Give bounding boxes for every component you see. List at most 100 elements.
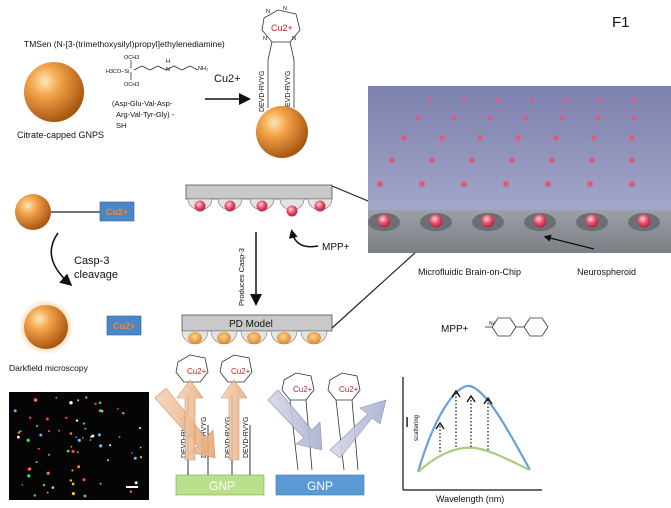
cleavage-arrow xyxy=(50,232,73,286)
chip-top-dot xyxy=(419,181,425,187)
peptide-line-2: Arg-Val-Tyr-Gly) - xyxy=(116,110,175,119)
darkfield-particle xyxy=(71,469,74,472)
darkfield-particle xyxy=(55,396,58,399)
chip-spheroid xyxy=(637,214,651,228)
darkfield-particle xyxy=(48,453,50,456)
darkfield-particle xyxy=(36,425,38,427)
cu-ion-top: Cu2+ xyxy=(271,23,293,33)
darkfield-particle xyxy=(75,436,77,439)
chip-top-dot xyxy=(523,115,529,121)
casp-label-1: Casp-3 xyxy=(74,255,109,267)
chip-front-surface xyxy=(368,210,671,253)
chip-spheroid xyxy=(533,214,547,228)
culture-spheroid xyxy=(314,200,326,212)
culture-plate-top xyxy=(185,184,333,200)
pd-spheroid xyxy=(188,332,202,344)
n-label: N xyxy=(263,36,267,42)
darkfield-particle xyxy=(85,396,88,399)
ligand-label-right: DEVD-RVYG xyxy=(285,71,292,113)
darkfield-particle xyxy=(76,451,79,454)
darkfield-particle xyxy=(69,432,73,435)
synthesis-panel: TMSen (N-[3-(trimethoxysilyl)propyl]ethy… xyxy=(17,6,308,158)
darkfield-particle xyxy=(69,479,73,482)
n-label: N xyxy=(283,6,287,12)
pd-spheroid xyxy=(217,332,231,344)
chip-top-dot xyxy=(549,157,555,163)
darkfield-particle xyxy=(81,437,84,439)
chip-top-dot xyxy=(389,157,395,163)
citrate-gnp-label: Citrate-capped GNPS xyxy=(17,130,104,140)
chip-top-dot xyxy=(595,115,601,121)
chip-top-dot xyxy=(631,115,637,121)
darkfield-particle xyxy=(97,433,101,437)
darkfield-particle xyxy=(46,471,50,475)
chip-spheroid xyxy=(377,214,391,228)
chip-top-dot xyxy=(377,181,383,187)
mpp-structure-panel: MPP+ N+ xyxy=(441,317,549,337)
darkfield-label: Darkfield microscopy xyxy=(9,363,89,373)
chip-spheroid xyxy=(481,214,495,228)
darkfield-particle xyxy=(35,461,38,464)
light-beam-5 xyxy=(329,399,387,459)
chip-top-dot xyxy=(461,181,467,187)
darkfield-dots xyxy=(13,396,142,498)
figure-label: F1 xyxy=(612,14,630,31)
chip-top-dot xyxy=(509,157,515,163)
culture-spheroid xyxy=(286,205,298,217)
chip-label: Microfluidic Brain-on-Chip xyxy=(418,267,521,277)
darkfield-particle xyxy=(116,407,119,410)
darkfield-particle xyxy=(65,416,68,419)
darkfield-particle xyxy=(45,417,49,421)
scale-bar xyxy=(126,486,138,488)
darkfield-image xyxy=(9,392,149,500)
pd-spheroid xyxy=(277,332,291,344)
spectrum-curve-blue xyxy=(416,384,531,473)
nh-label: H xyxy=(166,59,170,65)
chip-top-dot xyxy=(631,97,637,103)
pd-spheroid xyxy=(307,332,321,344)
darkfield-particle xyxy=(21,484,24,486)
darkfield-particle xyxy=(51,486,55,489)
cu-box-free-label: Cu2+ xyxy=(113,321,135,331)
chip-panel: Microfluidic Brain-on-Chip Neurospheroid xyxy=(368,86,671,277)
neurospheroid-label: Neurospheroid xyxy=(577,267,636,277)
darkfield-particle xyxy=(27,474,31,478)
chip-top-dot xyxy=(461,97,467,103)
chip-top-dot xyxy=(591,135,597,141)
chip-top-dot xyxy=(553,135,559,141)
cu-ion-bottom-3: Cu2+ xyxy=(293,385,313,394)
chip-top-dot xyxy=(487,115,493,121)
darkfield-particle xyxy=(118,436,121,438)
darkfield-particle xyxy=(77,438,81,442)
darkfield-particle xyxy=(70,445,73,448)
darkfield-particle xyxy=(28,416,32,420)
chip-top-dot xyxy=(629,135,635,141)
darkfield-particle xyxy=(98,409,102,413)
darkfield-particle xyxy=(139,446,142,449)
darkfield-particle xyxy=(33,397,36,400)
ligand-4: DEVD-RVYG xyxy=(243,417,250,459)
methoxy-label-1: OCH3 xyxy=(124,55,139,61)
darkfield-particle xyxy=(129,490,132,493)
cu-ion-bottom-2: Cu2+ xyxy=(231,367,251,376)
chip-top-dot xyxy=(589,157,595,163)
gnp-bar-right-label: GNP xyxy=(307,479,333,493)
darkfield-particle xyxy=(89,439,92,441)
spectrum-ylabel-sub: scattering xyxy=(414,415,420,441)
spectrum-ylabel: I xyxy=(405,414,409,431)
chip-spheroid xyxy=(429,214,443,228)
cleavage-panel: Cu2+ Casp-3 cleavage Cu2+ Darkfield micr… xyxy=(9,194,149,500)
chip-top-dot xyxy=(563,97,569,103)
mpp-structure xyxy=(485,317,549,337)
chip-top-dot xyxy=(451,115,457,121)
chip-wells xyxy=(368,213,660,231)
n-label: N xyxy=(292,36,296,42)
chip-top-dot xyxy=(503,181,509,187)
culture-spheroid xyxy=(194,200,206,212)
gnp-with-cu-sphere xyxy=(15,194,51,230)
chip-top-dot xyxy=(629,181,635,187)
chip-top-dot xyxy=(629,157,635,163)
darkfield-particle xyxy=(16,435,20,439)
methoxy-label-2: H3CO–Si xyxy=(106,69,129,75)
darkfield-particle xyxy=(82,478,86,482)
